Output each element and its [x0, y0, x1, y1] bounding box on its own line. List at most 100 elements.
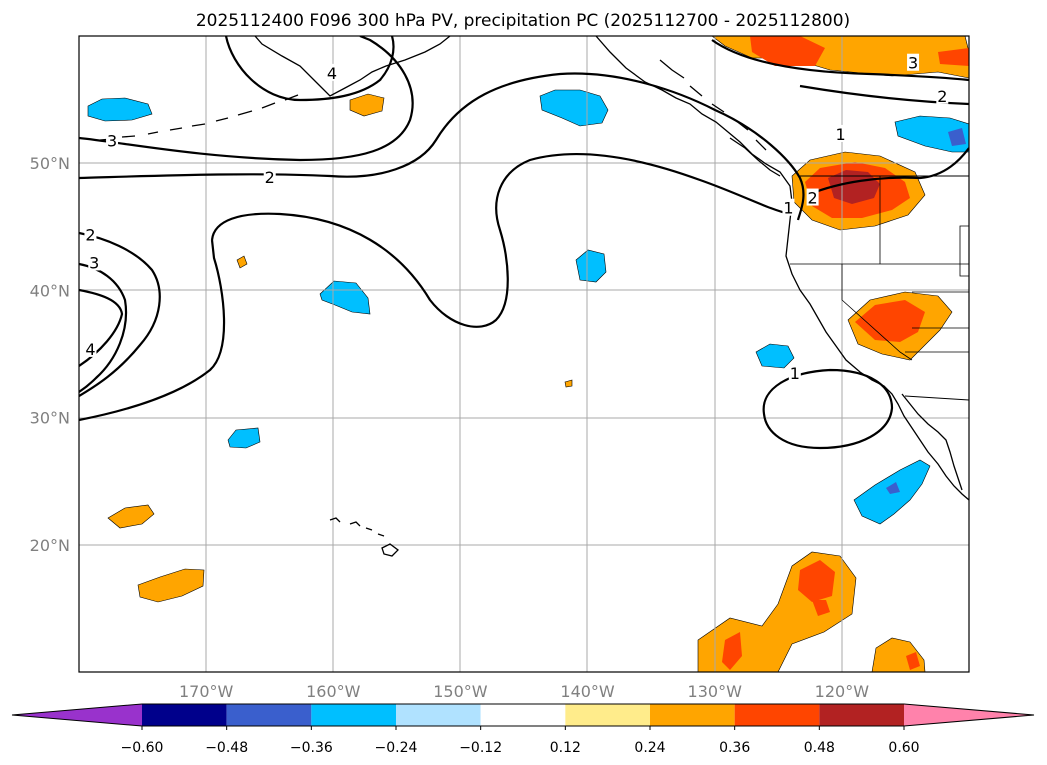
pv-label-halo: [806, 188, 819, 206]
colorbar-tick-label: −0.60: [121, 740, 164, 756]
colorbar-segment: [734, 704, 820, 726]
latitude-tick-labels: 50°N 40°N 30°N 20°N: [30, 154, 70, 555]
pv-label-halo: [834, 124, 847, 142]
pv-label-halo: [907, 53, 920, 71]
pv-label-halo: [84, 225, 97, 243]
colorbar-extend-max: [904, 704, 1034, 726]
colorbar-tick-label: 0.24: [634, 740, 665, 756]
colorbar: −0.60 −0.48 −0.36 −0.24 −0.12 0.12 0.24 0.36 0.4…: [11, 703, 1035, 756]
coast-baja: [901, 393, 963, 491]
coast-gulf-of-alaska: [595, 36, 969, 501]
pv-contour-label: 3: [908, 54, 918, 73]
pv-contour-label: 3: [107, 131, 117, 150]
colorbar-tick-label: −0.24: [375, 740, 418, 756]
coast-hawaii: [329, 517, 399, 557]
pv-contour-2-gulf-alaska: [799, 84, 969, 106]
precip-shading-negative: [87, 89, 969, 525]
precip-neg-northwest: [87, 97, 153, 122]
colorbar-segment: [819, 704, 904, 726]
x-tick-label: 140°W: [560, 682, 615, 701]
precip-neg-ca-offshore: [755, 343, 795, 369]
precip-patch-southwest-b: [137, 568, 205, 603]
colorbar-segment: [650, 704, 735, 726]
precip-neg-east-pacific-a: [575, 249, 607, 283]
colorbar-segment: [565, 704, 650, 726]
pv-contour-4-north: [224, 36, 395, 102]
precip-neg-canada-east: [894, 115, 969, 153]
pv-contour-label: 2: [265, 168, 275, 187]
chart-title: 2025112400 F096 300 hPa PV, precipitatio…: [196, 11, 850, 31]
x-tick-label: 170°W: [179, 682, 234, 701]
precip-patch-southwest-a: [107, 504, 155, 529]
x-tick-label: 120°W: [815, 682, 870, 701]
state-borders: [790, 176, 969, 361]
precip-neg-subtropics-west: [227, 427, 261, 449]
colorbar-segment: [480, 704, 566, 726]
pv-contour-label: 4: [85, 340, 95, 359]
y-tick-label: 20°N: [30, 536, 70, 555]
pv-contour-3-northwest: [79, 36, 414, 162]
precip-patch-aleutian-small: [349, 93, 385, 117]
precip-patch-california-core: [855, 300, 925, 342]
precip-neg-canada-east-core: [948, 128, 966, 146]
precip-patch-subtropics-east-core2: [722, 632, 742, 670]
y-tick-label: 50°N: [30, 154, 70, 173]
precip-neg-baja-core: [886, 482, 900, 494]
colorbar-tick-label: −0.36: [290, 740, 333, 756]
pv-label-halo: [782, 198, 795, 216]
precip-patch-pnw-peak: [828, 170, 880, 204]
pv-label-halo: [84, 339, 97, 357]
pv-contour-outer-west: [79, 239, 226, 422]
pv-label-halo: [788, 364, 801, 382]
colorbar-segment: [396, 704, 481, 726]
precip-patch-hawaii-north: [564, 379, 573, 388]
coast-aleutians: [99, 94, 299, 141]
colorbar-tick-label: 0.48: [804, 740, 835, 756]
pv-label-halo: [326, 63, 339, 81]
pv-contour-label: 2: [808, 189, 818, 208]
colorbar-tick-label: 0.36: [719, 740, 750, 756]
pv-contour-3-gulf-alaska: [711, 39, 969, 82]
precip-neg-gulf-center: [539, 89, 609, 127]
colorbar-segment: [142, 704, 227, 726]
pv-contour-2-west: [79, 231, 161, 397]
mexico-border: [904, 395, 969, 401]
pv-contour-1-trough: [210, 152, 791, 328]
coast-alaska-peninsula: [254, 36, 451, 97]
x-tick-label: 160°W: [306, 682, 361, 701]
colorbar-tick-label: −0.12: [459, 740, 502, 756]
y-tick-label: 30°N: [30, 409, 70, 428]
pv-label-halo: [88, 253, 101, 271]
precip-patch-subtropics-east-core: [798, 560, 835, 602]
pv-contour-label: 3: [89, 253, 99, 272]
coastlines: [99, 36, 969, 557]
pv-contour-2-main: [79, 72, 805, 221]
precip-patch-west-small: [236, 255, 248, 269]
colorbar-extend-min: [12, 704, 142, 726]
colorbar-tick-label: 0.12: [550, 740, 581, 756]
colorbar-tick-label: 0.60: [888, 740, 919, 756]
pv-contour-label: 2: [937, 87, 947, 106]
y-tick-label: 40°N: [30, 281, 70, 300]
precip-patch-baja-south-core: [906, 652, 920, 670]
precip-shading-positive: [107, 36, 969, 672]
pv-contour-label: 2: [85, 225, 95, 244]
x-tick-label: 150°W: [433, 682, 488, 701]
pv-label-halo: [263, 168, 276, 186]
pv-contour-label: 1: [783, 199, 793, 218]
pv-label-halo: [936, 86, 949, 104]
colorbar-segment: [311, 704, 396, 726]
pv-contour-label: 1: [790, 364, 800, 383]
pv-contour-label: 1: [835, 125, 845, 144]
precip-patch-subtropics-east-core3: [812, 600, 830, 616]
pv-contours: [79, 36, 969, 450]
precip-patch-gulf-alaska-east-core: [938, 48, 969, 66]
map-frame: [78, 35, 970, 673]
pv-label-halo: [106, 131, 119, 149]
x-tick-label: 130°W: [688, 682, 743, 701]
colorbar-tick-label: −0.48: [205, 740, 248, 756]
pv-contour-1-east-segment: [809, 147, 969, 196]
